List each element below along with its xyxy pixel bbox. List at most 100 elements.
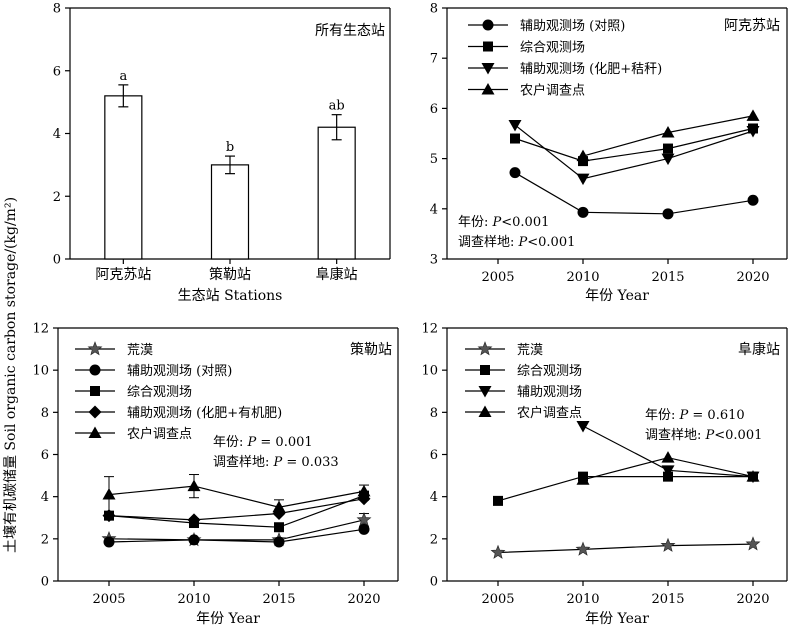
bar <box>104 95 143 260</box>
panel2-legend-marker <box>88 405 102 419</box>
panel3-legend-label: 农户调查点 <box>517 405 582 421</box>
panel1-legend-label: 农户调查点 <box>520 83 585 99</box>
series-line-3 <box>108 498 365 521</box>
panel3-legend-label: 荒漠 <box>517 343 543 358</box>
series-1-point <box>578 156 588 167</box>
panel3-xtick-label: 2005 <box>481 592 514 607</box>
shared-y-axis-label: 土壤有机碳储量 Soil organic carbon storage/(kg/… <box>2 197 19 553</box>
panel3-legend-marker <box>478 386 492 398</box>
series-3-point <box>661 451 675 463</box>
panel2-legend-label: 综合观测场 <box>127 385 192 400</box>
series-line-2 <box>108 495 365 528</box>
panel2-legend-marker <box>88 426 102 438</box>
series-line-1 <box>108 528 365 543</box>
panel3-ytick-label: 0 <box>430 575 438 590</box>
panel2-ytick-label: 6 <box>41 448 49 463</box>
panel-line-3: 0 2 4 6 8 10 12 2005 2010 2015 2020 荒漠综合观测场辅助观测场农户调… <box>421 322 788 627</box>
series-3-point <box>576 473 590 485</box>
series-3-point <box>746 470 760 482</box>
panel1-ytick-label: 6 <box>430 102 438 117</box>
series-1-point <box>273 536 285 548</box>
series-line-1 <box>514 127 754 162</box>
series-2-point <box>746 125 760 138</box>
series-0-point <box>662 208 674 220</box>
panel-line-1: 3 4 5 6 7 8 2005 2010 2015 2020 辅助观测场 (对照) 综合观测场辅助观… <box>430 2 788 304</box>
series-3-point <box>576 149 590 162</box>
panel3-annotation: 调查样地: P<0.001 <box>645 428 762 443</box>
panel2-ytick-label: 2 <box>41 532 49 547</box>
panel0-x-axis-label: 生态站 Stations <box>178 288 283 304</box>
panel1-x-axis-label: 年份 Year <box>585 288 649 304</box>
panel1-ytick-label: 3 <box>430 253 438 268</box>
series-0-point <box>745 536 761 551</box>
series-0-point <box>490 544 506 559</box>
panel1-ytick-label: 8 <box>430 2 438 17</box>
panel3-ytick-label: 6 <box>430 448 438 463</box>
series-2-point <box>576 421 590 433</box>
panel0-ytick-label: 2 <box>53 190 61 205</box>
panel2-xtick-label: 2015 <box>262 592 295 607</box>
series-1-point <box>663 143 673 154</box>
panel2-legend-marker <box>89 364 101 376</box>
series-1-point <box>188 534 200 546</box>
series-line-0 <box>108 519 365 541</box>
panel1-ytick-label: 7 <box>430 52 438 67</box>
series-0-point <box>509 167 521 179</box>
series-line-0 <box>514 172 754 215</box>
series-2-point <box>661 153 675 166</box>
panel3-legend-marker <box>477 341 493 356</box>
series-1-point <box>510 133 520 144</box>
panel2-xtick-label: 2005 <box>92 592 125 607</box>
panel2-legend-label: 辅助观测场 (对照) <box>127 364 232 379</box>
panel0-ytick-label: 6 <box>53 64 61 79</box>
series-0-point <box>575 541 591 556</box>
panel1-ytick-label: 5 <box>430 152 438 167</box>
series-0-point <box>660 537 676 552</box>
series-3-point <box>661 125 675 138</box>
series-4-point <box>357 484 371 497</box>
panel0-title: 所有生态站 <box>315 23 385 39</box>
series-line-1 <box>497 476 753 502</box>
panel1-legend-marker <box>483 41 493 52</box>
panel2-annotation: 年份: P = 0.001 <box>213 435 313 450</box>
series-1-point <box>358 523 370 535</box>
panel3-annotation: 年份: P = 0.610 <box>645 408 745 423</box>
series-2-point <box>661 465 675 477</box>
panel2-xtick-label: 2010 <box>177 592 210 607</box>
panel2-ytick-label: 0 <box>41 575 49 590</box>
panel1-ytick-label: 4 <box>430 202 438 217</box>
panel3-ytick-label: 10 <box>421 364 438 379</box>
series-1-point <box>103 536 115 548</box>
panel1-legend-label: 综合观测场 <box>520 41 585 56</box>
panel0-category-label: 阜康站 <box>316 266 358 283</box>
series-0-point <box>356 512 372 527</box>
panel3-xtick-label: 2010 <box>566 592 599 607</box>
panel3-xtick-label: 2015 <box>651 592 684 607</box>
panel2-ytick-label: 10 <box>32 364 49 379</box>
panel3-ytick-label: 12 <box>421 322 438 337</box>
bar <box>317 126 356 260</box>
panel3-legend-label: 综合观测场 <box>517 364 582 379</box>
panel2-ytick-label: 8 <box>41 406 49 421</box>
panel1-annotation: 年份: P<0.001 <box>458 215 549 230</box>
panel2-annotation: 调查样地: P = 0.033 <box>213 455 339 470</box>
panel1-xtick-label: 2020 <box>736 270 769 285</box>
panel3-ytick-label: 2 <box>430 532 438 547</box>
significance-letter: b <box>226 140 234 155</box>
panel0-ytick-label: 4 <box>53 127 61 142</box>
panel2-ytick-label: 12 <box>32 322 49 337</box>
significance-letter: ab <box>329 99 345 114</box>
panel1-legend-label: 辅助观测场 (化肥+秸秆) <box>520 62 662 77</box>
series-1-point <box>493 495 503 506</box>
bar <box>210 164 250 260</box>
panel1-xtick-label: 2010 <box>566 270 599 285</box>
panel2-legend-marker <box>90 386 100 396</box>
panel2-title: 策勒站 <box>350 341 392 358</box>
panel1-annotation: 调查样地: P<0.001 <box>458 235 575 250</box>
panel2-legend-label: 荒漠 <box>127 343 153 358</box>
series-2-point <box>508 119 522 132</box>
series-3-point <box>746 109 760 121</box>
series-3-point <box>187 513 201 527</box>
